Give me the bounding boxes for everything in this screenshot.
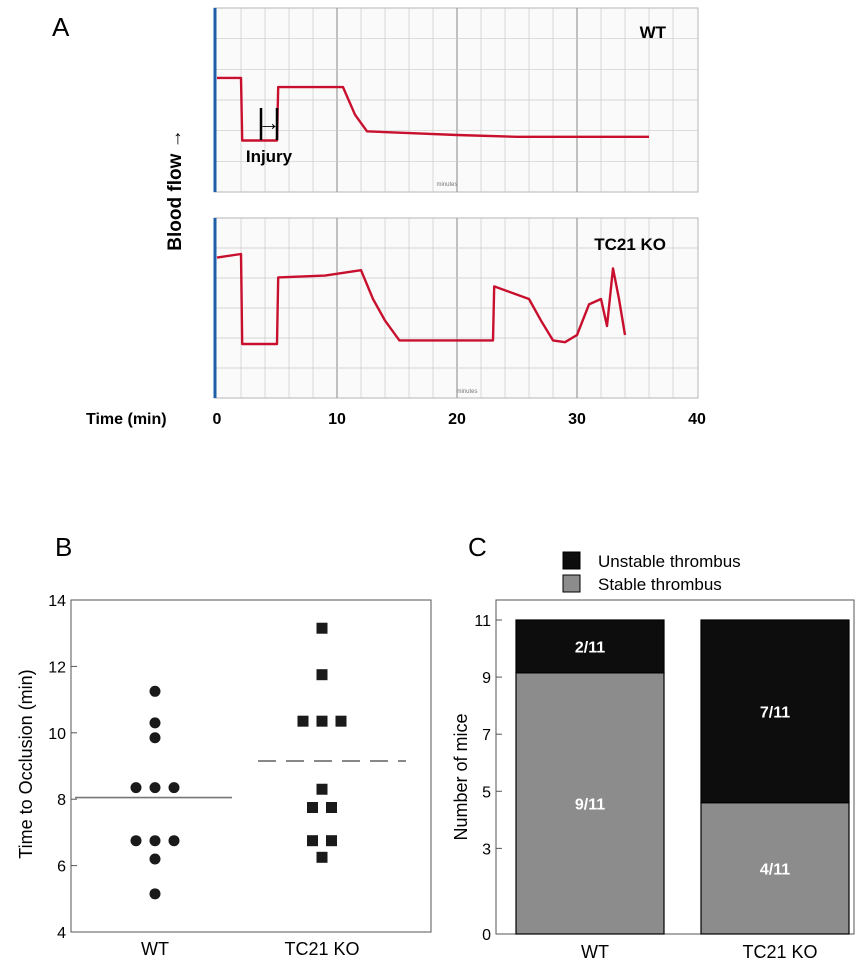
panel-c-bars: 9/11 2/11 4/11 7/11	[515, 619, 850, 935]
panel-b-y-tick-label: 6	[57, 859, 66, 876]
panel-b-plot-frame	[70, 599, 432, 933]
panel-c-category-wt: WT	[581, 942, 609, 962]
wt-data-point	[149, 782, 161, 794]
panel-a-x-ticks: 0 10 20 30 40	[213, 411, 706, 428]
wt-data-point	[149, 853, 161, 865]
ko-data-point	[307, 835, 318, 847]
wt-data-point	[130, 782, 142, 794]
legend-swatch-unstable	[562, 551, 581, 570]
panel-b-y-tick-label: 8	[57, 792, 66, 809]
panel-b-category-wt: WT	[141, 939, 169, 959]
wt-data-point	[149, 685, 161, 697]
panel-a-x-tick-label: 20	[448, 411, 466, 428]
panel-a-y-axis-label: Blood flow →	[165, 129, 186, 250]
ko-data-point	[297, 715, 309, 727]
panel-a-x-tick-label: 40	[688, 411, 706, 428]
wt-trace-plot: minutes WT → Injury	[213, 7, 699, 193]
ko-trace-plot: minutes TC21 KO	[213, 217, 699, 399]
wt-blood-flow-trace	[217, 76, 649, 142]
panel-b-y-axis-label: Time to Occlusion (min)	[16, 669, 36, 858]
bar-value-label: 2/11	[575, 639, 605, 656]
injury-label: Injury	[246, 147, 293, 166]
bar-segment-stable	[700, 802, 850, 935]
panel-c-plot-frame	[495, 599, 855, 935]
panel-a-letter: A	[52, 12, 70, 42]
panel-c-category-ko: TC21 KO	[742, 942, 817, 962]
wt-data-point	[168, 835, 180, 847]
panel-c-y-tick-label: 7	[482, 727, 491, 744]
ko-gridline-note: minutes	[456, 389, 477, 395]
legend-label-stable: Stable thrombus	[598, 575, 722, 594]
wt-data-point	[168, 782, 180, 794]
bar-value-label: 9/11	[575, 796, 605, 813]
wt-trace-grid	[216, 8, 698, 192]
ko-data-point	[316, 622, 328, 634]
panel-b-y-tick-label: 10	[48, 726, 66, 743]
ko-trace-grid	[216, 218, 698, 398]
panel-b-y-ticks: 4 6 8 10 12 14	[48, 593, 77, 942]
ko-data-point	[316, 715, 328, 727]
wt-data-point	[149, 717, 161, 729]
wt-data-point	[149, 732, 161, 744]
bar-segment-unstable	[700, 619, 850, 804]
ko-data-point	[326, 802, 337, 813]
ko-data-point	[316, 851, 328, 863]
panel-b-category-ko: TC21 KO	[284, 939, 359, 959]
ko-trace-label: TC21 KO	[594, 235, 666, 254]
panel-b-y-tick-label: 14	[48, 593, 66, 610]
panel-c-y-ticks: 0 3 5 7 9 11	[474, 613, 502, 944]
panel-b: B 4 6 8 10 12 14 Time to Occlusion (min) WT T…	[16, 532, 432, 959]
bar-value-label: 7/11	[760, 704, 790, 721]
injury-arrow-icon: →	[258, 110, 280, 135]
bar-segment-stable	[515, 672, 665, 935]
panel-c: C Unstable thrombus Stable thrombus 0 3 5 7…	[451, 532, 855, 962]
panel-a-x-axis-label: Time (min)	[86, 411, 167, 428]
ko-data-point	[307, 802, 318, 813]
panel-a-x-tick-label: 30	[568, 411, 586, 428]
ko-data-point	[316, 783, 328, 795]
panel-a-x-tick-label: 0	[213, 411, 222, 428]
wt-data-point	[149, 888, 161, 900]
panel-c-y-tick-label: 3	[482, 841, 491, 858]
legend-swatch-stable	[562, 574, 581, 593]
wt-trace-label: WT	[640, 23, 667, 42]
wt-data-point	[149, 835, 161, 847]
wt-data-point	[130, 835, 142, 847]
ko-blood-flow-trace	[216, 252, 627, 346]
legend-label-unstable: Unstable thrombus	[598, 552, 741, 571]
panel-c-legend: Unstable thrombus Stable thrombus	[562, 551, 741, 594]
panel-c-y-tick-label: 11	[474, 613, 491, 630]
panel-a: A minutes WT → Injury minutes TC21 KO Bl…	[52, 7, 706, 428]
ko-data-point	[316, 669, 328, 681]
panel-b-points	[130, 622, 347, 900]
panel-b-y-tick-label: 4	[57, 925, 66, 942]
panel-b-y-tick-label: 12	[48, 659, 66, 676]
ko-data-point	[326, 835, 337, 847]
panel-c-y-tick-label: 5	[482, 784, 491, 801]
ko-data-point	[335, 715, 347, 727]
panel-a-x-tick-label: 10	[328, 411, 346, 428]
bar-segment-unstable	[515, 619, 665, 674]
panel-c-y-tick-label: 9	[482, 670, 491, 687]
panel-c-y-axis-label: Number of mice	[451, 713, 471, 840]
panel-c-letter: C	[468, 532, 487, 562]
bar-value-label: 4/11	[760, 861, 790, 878]
panel-c-y-tick-label: 0	[482, 927, 491, 944]
panel-b-letter: B	[55, 532, 72, 562]
wt-gridline-note: minutes	[436, 182, 457, 188]
